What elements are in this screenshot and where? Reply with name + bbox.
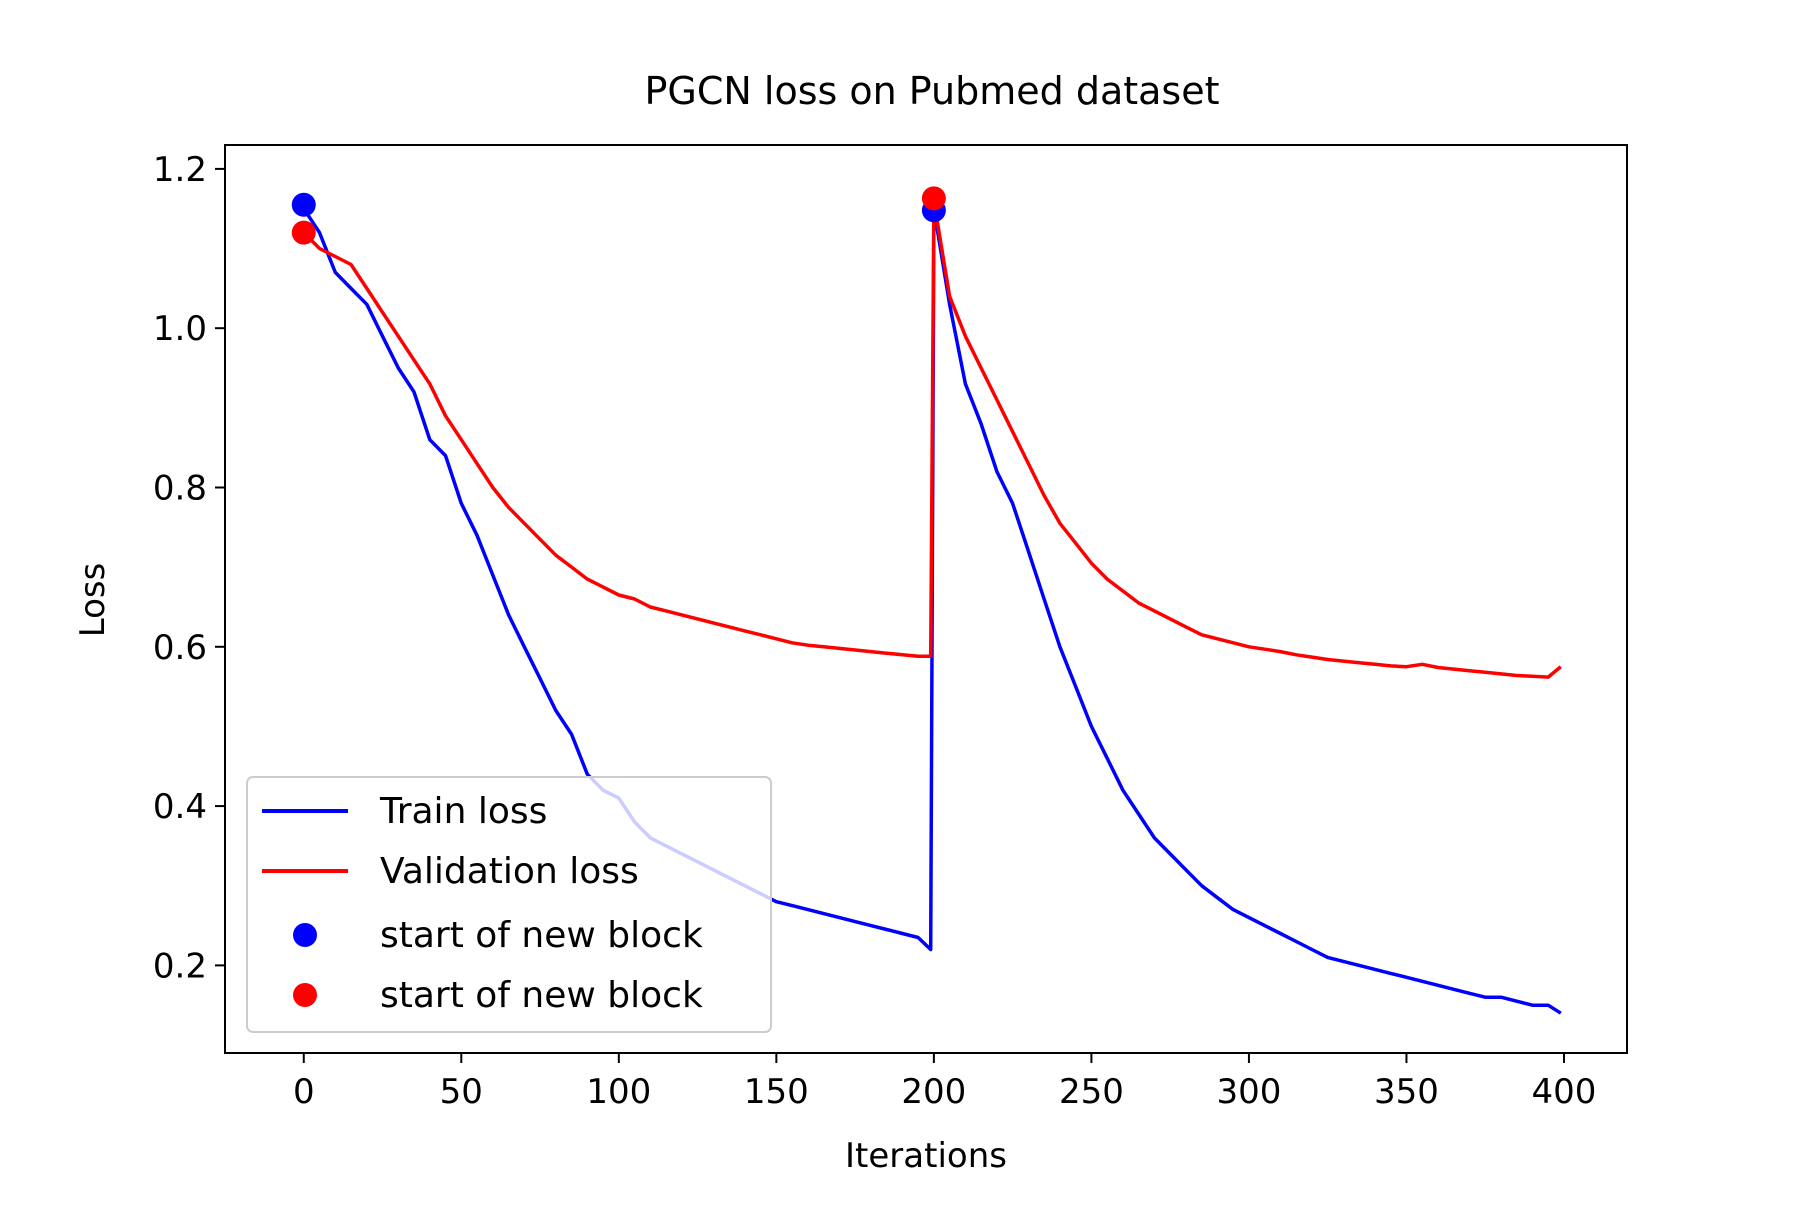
x-tick-label: 50 [440, 1072, 483, 1112]
block-start-point-blue [291, 192, 316, 217]
x-tick-label: 400 [1532, 1072, 1597, 1112]
legend-start-label-red: start of new block [380, 975, 703, 1016]
legend-train-loss-label: Train loss [379, 791, 547, 832]
x-tick-label: 300 [1216, 1072, 1281, 1112]
block-start-point-red [291, 220, 316, 245]
y-tick-label: 1.2 [153, 150, 207, 190]
x-tick-label: 0 [293, 1072, 315, 1112]
axes: 0 50 100 150 200 250 300 350 400 0.2 0.4 0.6 0.8 1.0 1… [153, 150, 1597, 1112]
y-tick-label: 0.2 [153, 946, 207, 986]
x-axis-label: Iterations [845, 1136, 1007, 1176]
x-tick-label: 350 [1374, 1072, 1439, 1112]
y-tick-label: 1.0 [153, 309, 207, 349]
legend-box [246, 776, 772, 1033]
y-axis-label: Loss [73, 563, 113, 638]
y-tick-label: 0.4 [153, 787, 207, 827]
y-tick-label: 0.8 [153, 468, 207, 508]
chart-title: PGCN loss on Pubmed dataset [644, 69, 1219, 113]
y-tick-label: 0.6 [153, 628, 207, 668]
legend-validation-loss-label: Validation loss [380, 851, 639, 892]
x-tick-label: 250 [1059, 1072, 1124, 1112]
block-start-point-red [921, 186, 946, 211]
legend: Train loss Validation loss start of new … [246, 776, 772, 1033]
legend-start-marker-blue [293, 923, 317, 947]
x-tick-label: 100 [586, 1072, 651, 1112]
x-tick-label: 200 [901, 1072, 966, 1112]
plot-area [291, 186, 1562, 1015]
legend-start-marker-red [293, 983, 317, 1007]
x-tick-label: 150 [744, 1072, 809, 1112]
legend-start-label-blue: start of new block [380, 915, 703, 956]
plot-frame [224, 144, 1628, 1054]
series-line-validation-loss [302, 199, 1562, 679]
